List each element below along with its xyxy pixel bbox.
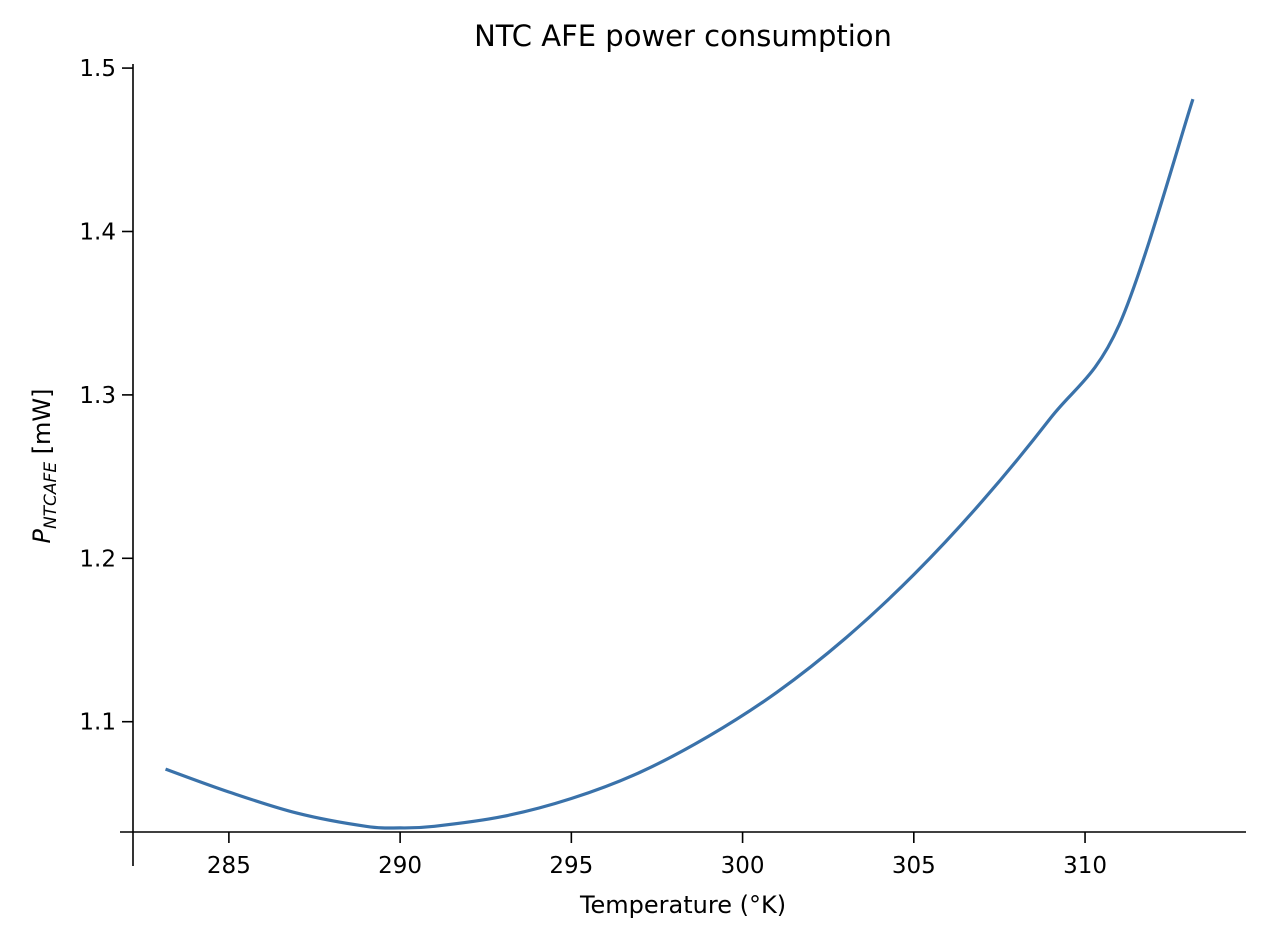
x-tick-label: 305 [892,853,936,879]
y-axis-label-base: P [28,529,56,544]
series-layer [164,98,1195,830]
x-axis-label: Temperature (°K) [579,891,786,919]
y-axis-label-unit: [mW] [28,388,56,461]
x-tick-label: 295 [549,853,593,879]
x-tick-label: 310 [1063,853,1107,879]
y-tick-label: 1.1 [79,710,116,736]
y-tick-label: 1.2 [79,546,116,572]
x-tick-label: 300 [721,853,765,879]
y-axis-ticks: 1.1 1.2 1.3 1.4 1.5 [79,56,133,736]
x-tick-label: 285 [207,853,251,879]
x-axis-ticks: 285 290 295 300 305 310 [207,832,1107,879]
y-axis-label-subscript: NTCAFE [41,462,61,529]
y-axis-label: PNTCAFE [mW] [28,388,61,543]
series-line [164,98,1195,830]
y-tick-label: 1.3 [79,383,116,409]
chart-title: NTC AFE power consumption [474,19,892,53]
y-tick-label: 1.5 [79,56,116,82]
y-tick-label: 1.4 [79,219,116,245]
x-tick-label: 290 [378,853,422,879]
